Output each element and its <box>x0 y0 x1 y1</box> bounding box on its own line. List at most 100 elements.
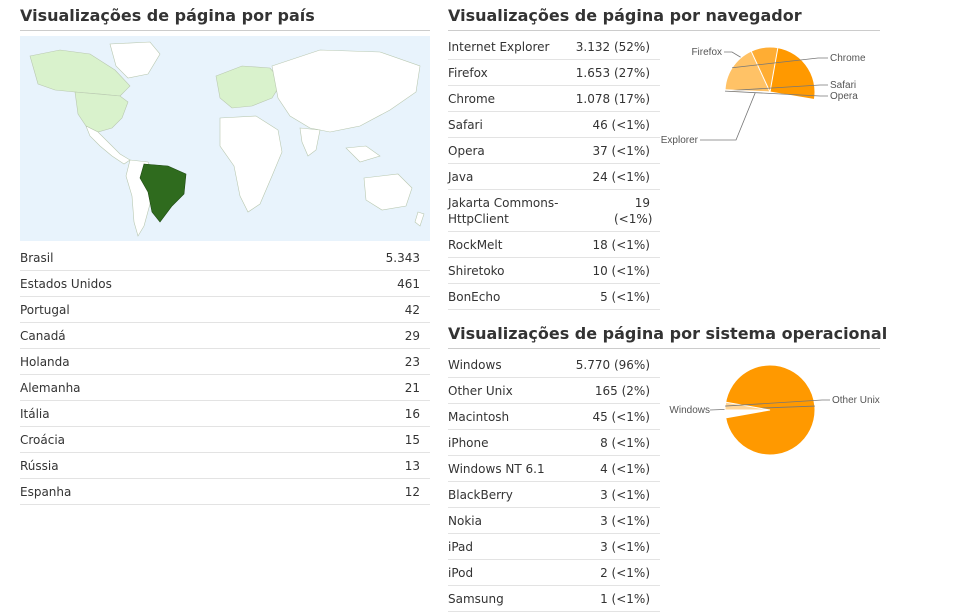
map-india <box>299 127 321 157</box>
map-europe <box>215 65 283 109</box>
os-title: Visualizações de página por sistema oper… <box>448 324 887 349</box>
country-value: 29 <box>404 329 420 343</box>
browser-pie-label: Opera <box>830 91 858 102</box>
country-row: Alemanha 21 <box>20 375 430 401</box>
country-value: 42 <box>404 303 420 317</box>
browsers-title: Visualizações de página por navegador <box>448 6 880 31</box>
country-name: Itália <box>20 407 50 421</box>
browser-row: Firefox 1.653 (27%) <box>448 60 660 86</box>
world-map <box>20 36 430 241</box>
country-row: Espanha 12 <box>20 479 430 505</box>
country-name: Rússia <box>20 459 59 473</box>
os-row: iPod 2 (<1%) <box>448 560 660 586</box>
browser-row: Jakarta Commons-HttpClient 19 (<1%) <box>448 190 660 232</box>
os-name: Nokia <box>448 514 482 528</box>
world-map-svg <box>20 36 430 241</box>
os-row: Windows 5.770 (96%) <box>448 352 660 378</box>
country-value: 23 <box>404 355 420 369</box>
browser-row: Chrome 1.078 (17%) <box>448 86 660 112</box>
browser-row: Safari 46 (<1%) <box>448 112 660 138</box>
country-value: 461 <box>397 277 420 291</box>
browser-value: 5 (<1%) <box>600 290 650 304</box>
os-name: Macintosh <box>448 410 510 424</box>
os-pie-label: Other Unix <box>832 395 880 406</box>
browser-name: Firefox <box>448 66 488 80</box>
country-value: 15 <box>404 433 420 447</box>
os-row: Macintosh 45 (<1%) <box>448 404 660 430</box>
browser-value: 10 (<1%) <box>592 264 650 278</box>
browser-pie-leader-line <box>724 84 828 92</box>
browser-value: 3.132 (52%) <box>575 40 650 54</box>
map-central-america <box>85 125 131 165</box>
browser-value: 1.653 (27%) <box>575 66 650 80</box>
os-row: Windows NT 6.1 4 (<1%) <box>448 456 660 482</box>
browser-row: Opera 37 (<1%) <box>448 138 660 164</box>
country-value: 13 <box>404 459 420 473</box>
countries-title: Visualizações de página por país <box>20 6 430 31</box>
country-name: Alemanha <box>20 381 81 395</box>
country-name: Holanda <box>20 355 70 369</box>
country-value: 12 <box>404 485 420 499</box>
map-brazil <box>139 163 187 223</box>
browser-name: RockMelt <box>448 238 503 252</box>
os-value: 5.770 (96%) <box>575 358 650 372</box>
country-name: Estados Unidos <box>20 277 112 291</box>
countries-panel: Visualizações de página por país <box>20 6 430 505</box>
os-value: 165 (2%) <box>594 384 650 398</box>
os-name: BlackBerry <box>448 488 513 502</box>
os-name: Windows NT 6.1 <box>448 462 545 476</box>
os-row: Other Unix 165 (2%) <box>448 378 660 404</box>
os-name: iPod <box>448 566 474 580</box>
os-row: Nokia 3 (<1%) <box>448 508 660 534</box>
os-row: Samsung 1 (<1%) <box>448 586 660 612</box>
os-name: Samsung <box>448 592 504 606</box>
browser-value: 24 (<1%) <box>592 170 650 184</box>
country-name: Canadá <box>20 329 66 343</box>
os-value: 3 (<1%) <box>600 514 650 528</box>
browser-row: Internet Explorer 3.132 (52%) <box>448 34 660 60</box>
browser-value: 18 (<1%) <box>592 238 650 252</box>
os-value: 45 (<1%) <box>592 410 650 424</box>
browser-name: BonEcho <box>448 290 501 304</box>
browser-name: Chrome <box>448 92 496 106</box>
browser-pie-label: Firefox <box>691 47 722 58</box>
os-value: 4 (<1%) <box>600 462 650 476</box>
country-value: 5.343 <box>385 251 420 265</box>
os-name: iPhone <box>448 436 489 450</box>
os-pie-leader-line <box>725 399 830 407</box>
country-row: Canadá 29 <box>20 323 430 349</box>
country-name: Croácia <box>20 433 66 447</box>
browser-row: Java 24 (<1%) <box>448 164 660 190</box>
browser-name: Safari <box>448 118 483 132</box>
os-value: 8 (<1%) <box>600 436 650 450</box>
map-new-zealand <box>414 211 425 227</box>
browser-value: 37 (<1%) <box>592 144 650 158</box>
browser-row: RockMelt 18 (<1%) <box>448 232 660 258</box>
os-pie-label: Windows <box>669 405 710 416</box>
browser-name: Jakarta Commons-HttpClient <box>448 196 559 226</box>
browser-name: Java <box>448 170 474 184</box>
os-name: iPad <box>448 540 474 554</box>
browser-pie-label: et Explorer <box>660 135 699 146</box>
country-value: 16 <box>404 407 420 421</box>
country-row: Portugal 42 <box>20 297 430 323</box>
browser-pie-leader-line <box>732 57 828 69</box>
map-africa <box>219 115 283 213</box>
browser-name: Internet Explorer <box>448 40 550 54</box>
map-asia <box>271 49 421 133</box>
browsers-list: Internet Explorer 3.132 (52%) Firefox 1.653… <box>448 34 660 310</box>
browser-name: Opera <box>448 144 485 158</box>
country-value: 21 <box>404 381 420 395</box>
country-name: Portugal <box>20 303 70 317</box>
os-panel: Visualizações de página por sistema oper… <box>448 324 887 612</box>
map-indonesia <box>345 145 381 163</box>
os-list: Windows 5.770 (96%) Other Unix 165 (2%) Maci… <box>448 352 660 612</box>
os-value: 1 (<1%) <box>600 592 650 606</box>
os-pie-chart: Windows Other Unix <box>669 364 880 456</box>
countries-list: Brasil 5.343 Estados Unidos 461 Portugal 42 Ca… <box>20 245 430 505</box>
browser-value: 1.078 (17%) <box>575 92 650 106</box>
browser-row: Shiretoko 10 (<1%) <box>448 258 660 284</box>
browser-pie-label: Safari <box>830 80 856 91</box>
browser-pie-label: Chrome <box>830 53 866 64</box>
